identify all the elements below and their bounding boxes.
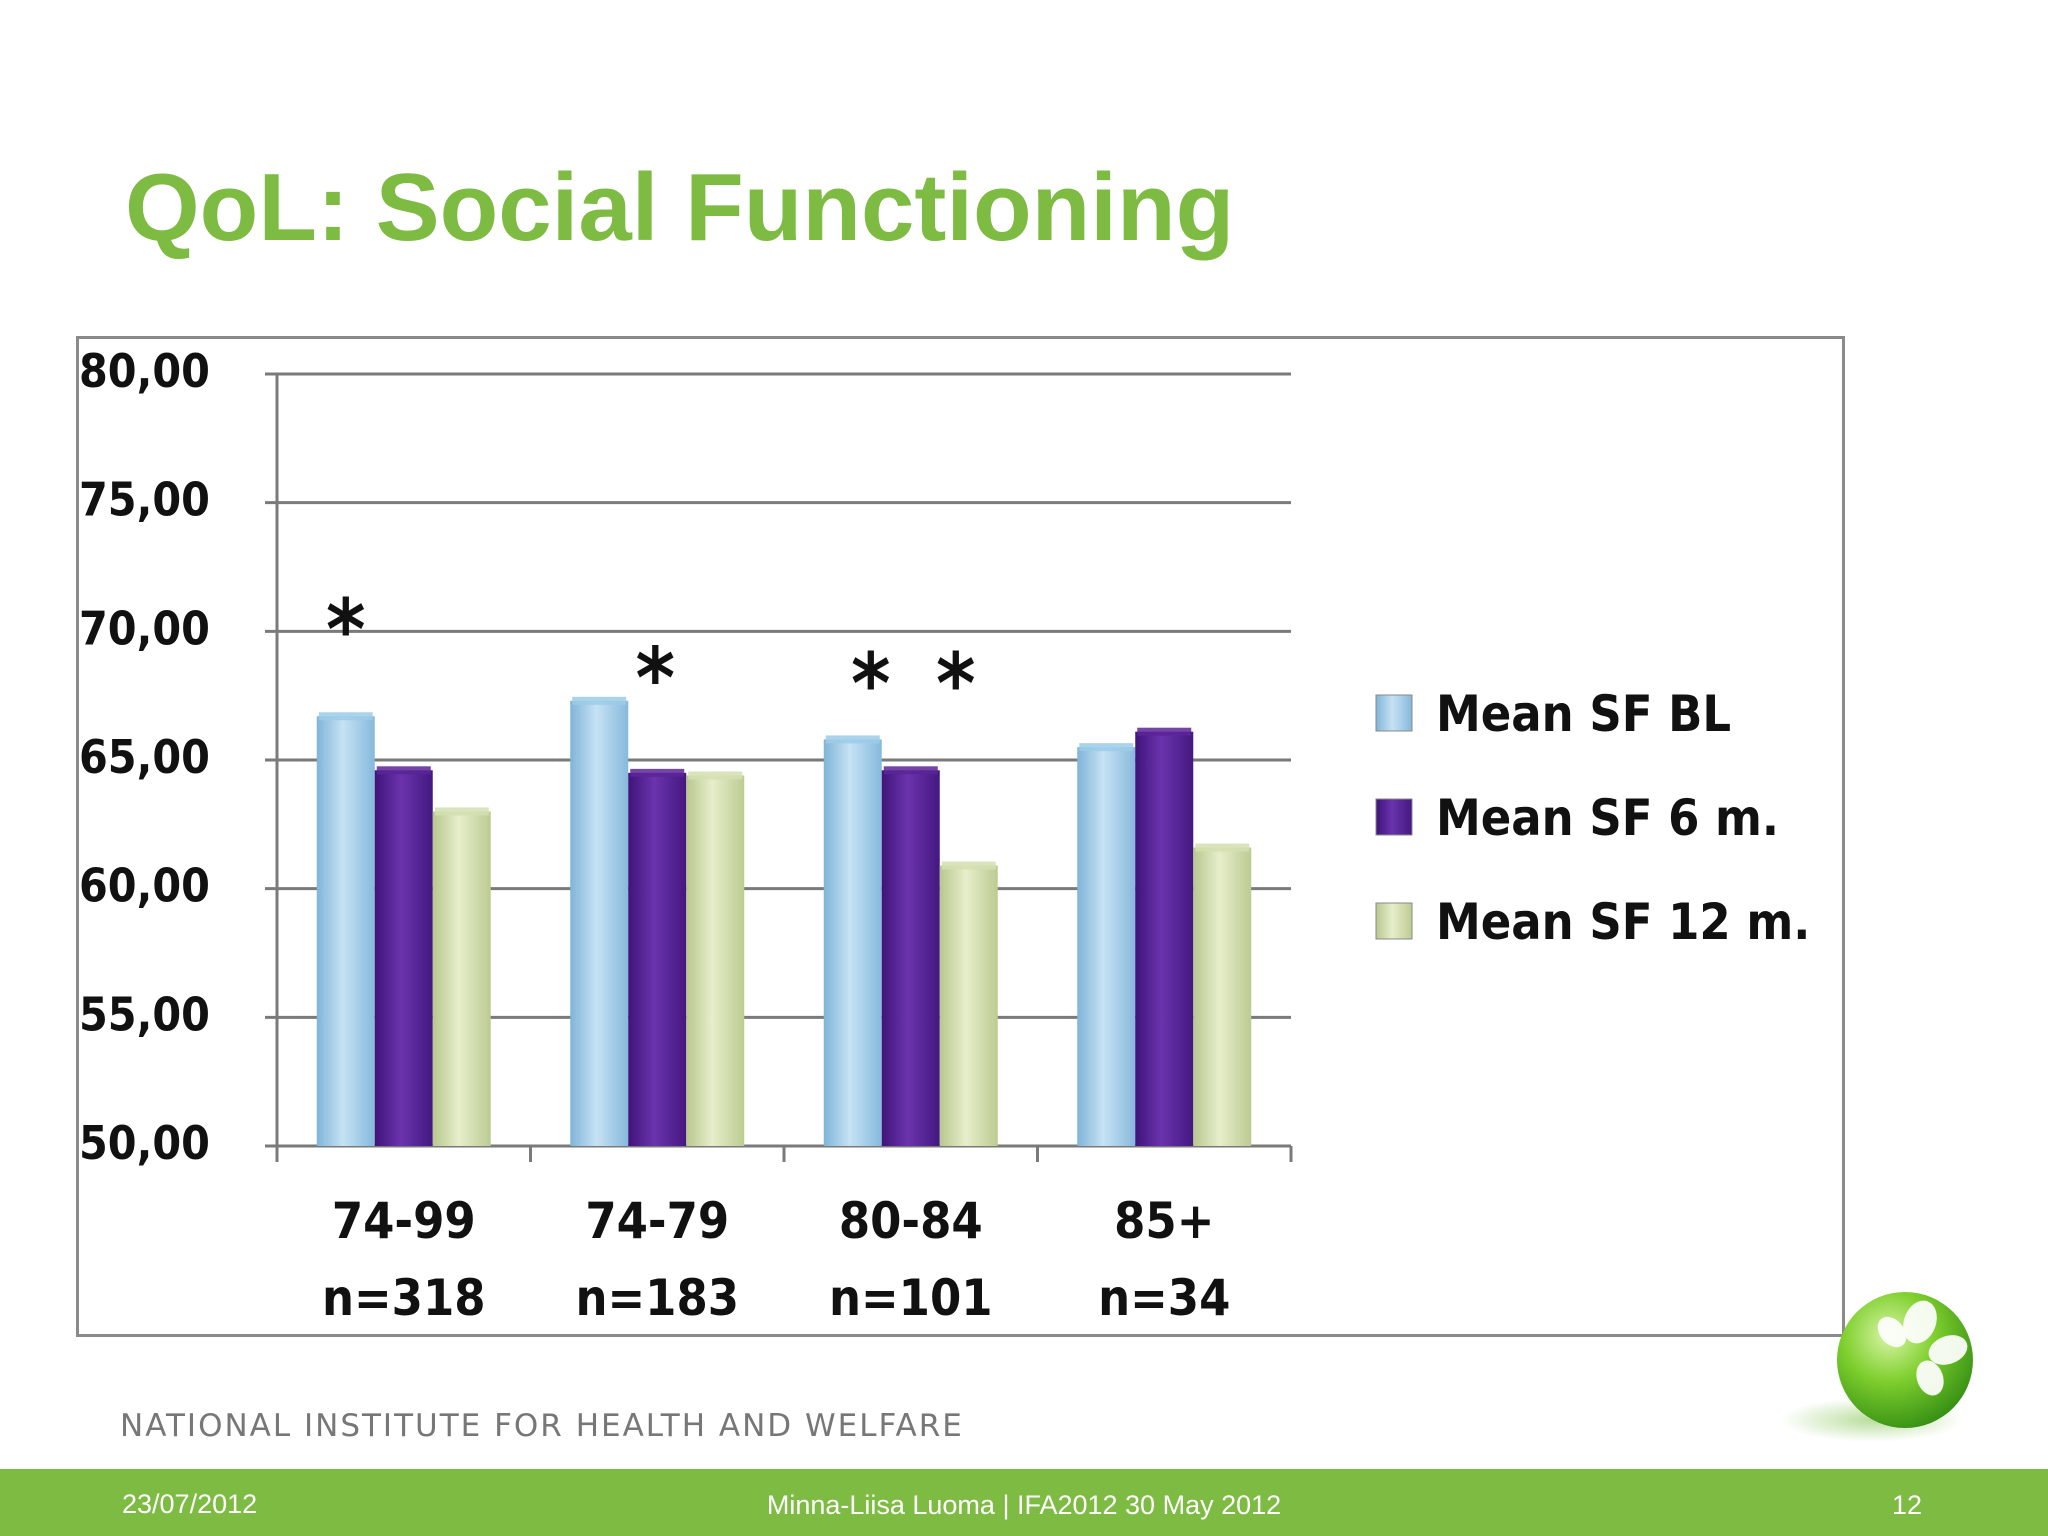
bar-74-99-series-0: [316, 716, 375, 1146]
x-tick-label: 74-79: [585, 1192, 729, 1250]
bar-cap: [376, 766, 431, 775]
x-tick-sample-size: n=183: [575, 1269, 739, 1327]
bar-cap: [572, 696, 627, 705]
bar-cap: [825, 735, 880, 744]
chart-frame: 80,00 75,00 70,00 65,00 60,00 55,00 50,00 74-99…: [76, 336, 1845, 1337]
bar-74-99-series-1: [374, 770, 433, 1146]
significance-asterisk: *: [936, 635, 976, 733]
legend: Mean SF BL Mean SF 6 m. Mean SF 12 m.: [1375, 685, 1810, 951]
slide-title: QoL: Social Functioning: [125, 154, 1235, 261]
social-functioning-chart: 80,00 75,00 70,00 65,00 60,00 55,00 50,00 74-99…: [79, 344, 1810, 1327]
logo-globe-icon: [1780, 1292, 1973, 1442]
bars: [316, 696, 1252, 1146]
y-tick-label: 50,00: [79, 1116, 210, 1170]
legend-label: Mean SF BL: [1436, 685, 1731, 743]
legend-swatch: [1375, 798, 1413, 836]
x-tick-sample-size: n=34: [1098, 1269, 1230, 1327]
significance-markers: * * * *: [326, 581, 976, 733]
bar-cap: [1079, 743, 1134, 752]
significance-asterisk: *: [636, 630, 676, 728]
footer-bar: 23/07/2012 Minna-Liisa Luoma | IFA2012 3…: [0, 1469, 2048, 1536]
y-tick-label: 75,00: [79, 473, 210, 527]
page-number: 12: [1891, 1490, 1922, 1520]
bar-74-79-series-2: [686, 775, 745, 1146]
legend-swatch: [1375, 694, 1413, 732]
significance-asterisk: *: [326, 581, 366, 679]
bar-cap: [688, 771, 743, 780]
bar-74-99-series-2: [432, 811, 491, 1146]
footer-presenter: Minna-Liisa Luoma | IFA2012 30 May 2012: [766, 1490, 1282, 1520]
bar-cap: [883, 766, 938, 775]
y-tick-label: 55,00: [79, 987, 210, 1041]
bar-cap: [1195, 843, 1250, 852]
tick-labels: 80,00 75,00 70,00 65,00 60,00 55,00 50,00 74-99…: [79, 344, 1230, 1327]
x-tick-label: 74-99: [332, 1192, 476, 1250]
bar-cap: [1137, 727, 1192, 736]
footer-date: 23/07/2012: [122, 1489, 258, 1519]
bar-85+-series-0: [1077, 747, 1136, 1146]
legend-swatch: [1375, 902, 1413, 940]
x-tick-label: 80-84: [839, 1192, 983, 1250]
bar-80-84-series-0: [823, 739, 882, 1146]
bar-cap: [630, 768, 685, 777]
bar-74-79-series-1: [628, 772, 687, 1146]
bar-85+-series-1: [1135, 731, 1194, 1146]
y-tick-label: 65,00: [79, 730, 210, 784]
y-tick-label: 70,00: [79, 601, 210, 655]
organization-name: NATIONAL INSTITUTE FOR HEALTH AND WELFAR…: [120, 1408, 964, 1444]
bar-cap: [318, 712, 373, 721]
bar-cap: [941, 861, 996, 870]
bar-80-84-series-2: [939, 865, 998, 1146]
bar-85+-series-2: [1193, 847, 1252, 1146]
x-tick-label: 85+: [1114, 1192, 1214, 1250]
legend-label: Mean SF 12 m.: [1436, 893, 1810, 951]
significance-asterisk: *: [851, 635, 891, 733]
bar-cap: [434, 807, 489, 816]
legend-label: Mean SF 6 m.: [1436, 789, 1779, 847]
x-tick-sample-size: n=101: [829, 1269, 993, 1327]
bar-80-84-series-1: [881, 770, 940, 1146]
y-tick-label: 80,00: [79, 344, 210, 398]
bar-74-79-series-0: [570, 700, 629, 1146]
y-tick-label: 60,00: [79, 859, 210, 913]
x-tick-sample-size: n=318: [322, 1269, 486, 1327]
